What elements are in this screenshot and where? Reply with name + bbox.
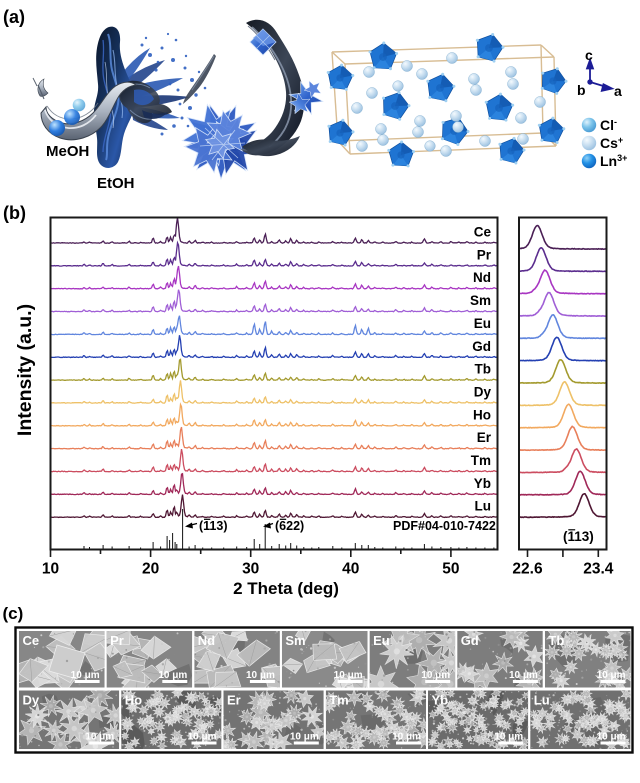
svg-text:10 μm: 10 μm — [334, 670, 363, 681]
svg-text:10: 10 — [42, 561, 59, 578]
svg-text:Er: Er — [477, 430, 492, 445]
svg-text:10 μm: 10 μm — [494, 732, 523, 743]
svg-text:10 μm: 10 μm — [85, 732, 114, 743]
svg-text:20: 20 — [142, 561, 159, 578]
svg-text:Ho: Ho — [473, 407, 491, 422]
svg-text:EtOH: EtOH — [97, 175, 135, 192]
svg-text:10 μm: 10 μm — [421, 670, 450, 681]
svg-text:10 μm: 10 μm — [71, 670, 100, 681]
svg-text:(622): (622) — [275, 519, 304, 533]
svg-text:10 μm: 10 μm — [158, 670, 187, 681]
svg-text:Yb: Yb — [474, 476, 491, 491]
svg-text:10 μm: 10 μm — [246, 670, 275, 681]
svg-text:23.4: 23.4 — [583, 561, 614, 578]
svg-text:Tb: Tb — [475, 362, 492, 377]
svg-text:(113): (113) — [199, 519, 228, 533]
svg-text:(113): (113) — [563, 529, 594, 544]
svg-text:Gd: Gd — [472, 339, 491, 354]
svg-text:Pr: Pr — [110, 633, 124, 648]
svg-text:(c): (c) — [3, 604, 24, 623]
svg-text:PDF#04-010-7422: PDF#04-010-7422 — [393, 519, 496, 533]
svg-text:50: 50 — [442, 561, 459, 578]
svg-text:Eu: Eu — [474, 316, 491, 331]
svg-text:Ho: Ho — [125, 693, 142, 708]
svg-text:30: 30 — [242, 561, 259, 578]
svg-text:Lu: Lu — [475, 499, 492, 514]
svg-text:Sm: Sm — [470, 293, 491, 308]
svg-text:Tm: Tm — [329, 693, 349, 708]
svg-text:Eu: Eu — [373, 633, 390, 648]
svg-text:10 μm: 10 μm — [597, 670, 626, 681]
svg-text:Er: Er — [227, 693, 241, 708]
svg-text:Dy: Dy — [474, 385, 492, 400]
svg-text:(a): (a) — [3, 7, 25, 27]
svg-text:10 μm: 10 μm — [392, 732, 421, 743]
svg-text:c: c — [585, 47, 593, 63]
svg-text:Lu: Lu — [534, 693, 550, 708]
svg-text:Ce: Ce — [474, 225, 492, 240]
svg-text:22.6: 22.6 — [512, 561, 543, 578]
svg-text:Intensity (a.u.): Intensity (a.u.) — [14, 304, 36, 436]
svg-text:Yb: Yb — [432, 693, 449, 708]
svg-text:Tm: Tm — [471, 453, 491, 468]
svg-text:Nd: Nd — [198, 633, 215, 648]
svg-text:10 μm: 10 μm — [188, 732, 217, 743]
svg-text:MeOH: MeOH — [46, 143, 89, 160]
svg-text:Ce: Ce — [23, 633, 40, 648]
svg-text:b: b — [577, 82, 586, 98]
svg-text:40: 40 — [342, 561, 359, 578]
svg-text:(b): (b) — [3, 203, 26, 223]
svg-text:10 μm: 10 μm — [509, 670, 538, 681]
svg-text:10 μm: 10 μm — [290, 732, 319, 743]
svg-text:Nd: Nd — [473, 270, 491, 285]
svg-text:Dy: Dy — [23, 693, 40, 708]
svg-text:10 μm: 10 μm — [597, 732, 626, 743]
svg-text:a: a — [614, 83, 622, 99]
svg-text:Pr: Pr — [477, 247, 492, 262]
svg-text:Tb: Tb — [548, 633, 564, 648]
svg-text:2 Theta (deg): 2 Theta (deg) — [233, 579, 339, 598]
svg-text:Gd: Gd — [461, 633, 479, 648]
svg-text:Sm: Sm — [285, 633, 305, 648]
